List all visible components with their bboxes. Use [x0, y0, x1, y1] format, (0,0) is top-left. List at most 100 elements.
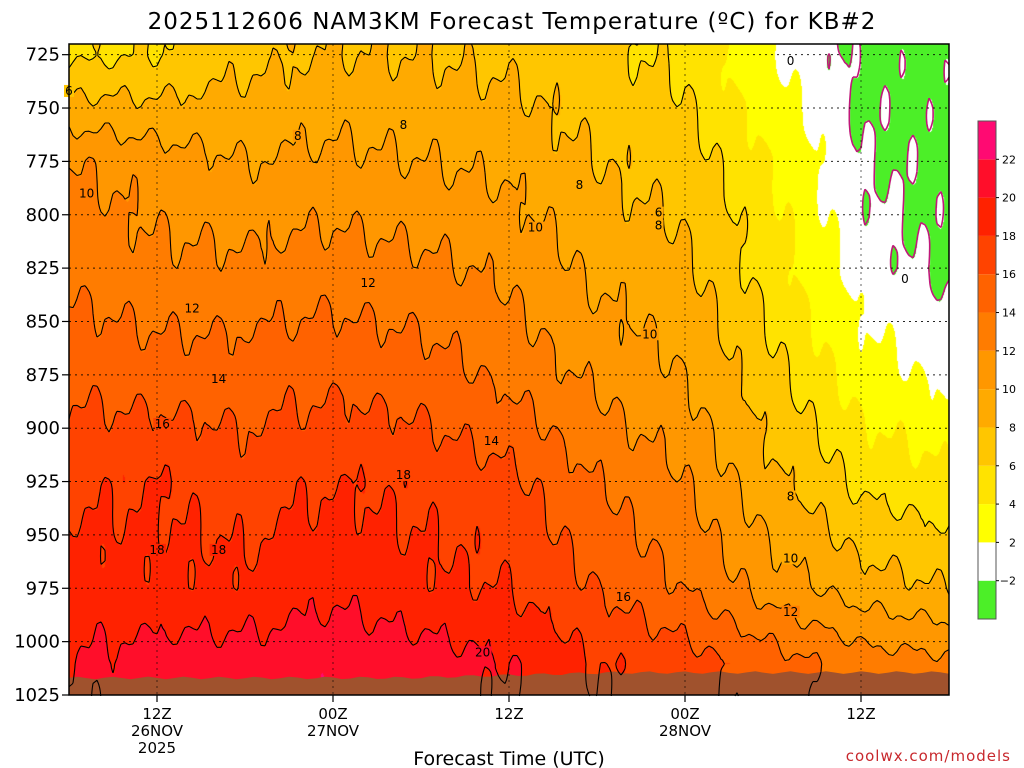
- contour-label: 16: [616, 590, 631, 604]
- contour-label: 14: [211, 372, 226, 386]
- contour-line-20: [68, 594, 523, 697]
- contour-label: 18: [396, 468, 411, 482]
- contour-label: 16: [155, 417, 170, 431]
- colorbar-segment: [978, 350, 996, 390]
- y-tick-label: 900: [26, 418, 60, 439]
- contour-label: 6: [655, 206, 663, 220]
- x-tick-label: 26NOV: [131, 722, 184, 740]
- y-tick-label: 975: [26, 578, 60, 599]
- x-tick-label: 2025: [138, 739, 176, 757]
- colorbar-label: 2: [1009, 536, 1016, 549]
- colorbar-segment: [978, 197, 996, 236]
- colorbar-segment: [978, 504, 996, 543]
- colorbar-segment: [978, 580, 996, 619]
- colorbar-segment: [978, 312, 996, 351]
- contour-label-bg: [574, 178, 585, 191]
- contour-label-bg: [398, 119, 409, 132]
- y-tick-label: 850: [26, 311, 60, 332]
- x-tick-label: 27NOV: [307, 722, 360, 740]
- contour-label: 10: [783, 551, 798, 565]
- colorbar-segment: [978, 159, 996, 198]
- contour-label-bg: [183, 302, 202, 315]
- colorbar-segment: [978, 465, 996, 505]
- contour-label: 14: [484, 434, 499, 448]
- contour-label-bg: [653, 206, 664, 219]
- x-tick-label: 00Z: [670, 705, 699, 723]
- contour-label: 8: [400, 118, 408, 132]
- contour-line-8: [68, 43, 950, 595]
- contour-label: 8: [576, 178, 584, 192]
- colorbar-segment: [978, 427, 996, 466]
- contour-label-bg: [526, 221, 545, 234]
- contour-line-14: [68, 285, 823, 697]
- colorbar: −2 2 4 6 8 10 12 14 16 18 20 22: [977, 120, 1016, 620]
- temperature-contours: [68, 43, 950, 697]
- contour-label: 12: [783, 605, 798, 619]
- ground-surface: [69, 671, 949, 695]
- contour-line-10: [68, 119, 950, 626]
- contour-label-bg: [640, 328, 659, 341]
- y-tick-label: 1000: [14, 632, 60, 653]
- colorbar-label: 16: [1002, 268, 1016, 281]
- contour-label: 8: [655, 218, 663, 232]
- contour-label-bg: [292, 129, 303, 142]
- contour-label: 0: [787, 54, 795, 68]
- contour-line-18: [68, 463, 627, 697]
- colorbar-label: 4: [1009, 498, 1016, 511]
- colorbar-label: 20: [1002, 192, 1016, 205]
- grid-lines: [69, 44, 949, 695]
- colorbar-label: 12: [1002, 345, 1016, 358]
- y-axis-ticks: 725 750 775 800 825 850 875 900 925 950 975 1000 102…: [14, 45, 69, 706]
- x-tick-label: 12Z: [846, 705, 875, 723]
- contour-line-12: [68, 156, 950, 663]
- contour-label-bg: [614, 590, 633, 603]
- contour-label-bg: [394, 469, 413, 482]
- ground-fill: [69, 671, 949, 695]
- contour-label: 12: [185, 302, 200, 316]
- y-tick-label: 775: [26, 151, 60, 172]
- colorbar-frame: [977, 120, 997, 620]
- colorbar-segment: [978, 235, 996, 275]
- x-axis-label: Forecast Time (UTC): [413, 748, 604, 768]
- colorbar-label: 22: [1002, 153, 1016, 166]
- contour-label-bg: [653, 219, 664, 232]
- contour-label-bg: [482, 435, 501, 448]
- y-tick-label: 800: [26, 205, 60, 226]
- contour-label-bg: [77, 187, 96, 200]
- colorbar-label: −2: [1000, 575, 1016, 588]
- x-tick-label: 12Z: [142, 705, 171, 723]
- credit-text: coolwx.com/models: [846, 747, 1011, 765]
- colorbar-label: 6: [1009, 460, 1016, 473]
- contour-label-bg: [785, 490, 796, 503]
- contour-label: 8: [294, 129, 302, 143]
- colorbar-label: 18: [1002, 230, 1016, 243]
- colorbar-segment: [978, 274, 996, 313]
- contour-label: 8: [787, 489, 795, 503]
- contour-label: 10: [642, 327, 657, 341]
- y-tick-label: 1025: [14, 685, 60, 706]
- contour-label-bg: [209, 543, 228, 556]
- colorbar-segment: [978, 389, 996, 428]
- contour-label: 0: [901, 272, 909, 286]
- contour-label: 20: [475, 645, 490, 659]
- contour-label-bg: [209, 373, 228, 386]
- colorbar-label: 10: [1002, 383, 1016, 396]
- y-tick-label: 875: [26, 365, 60, 386]
- y-tick-label: 725: [26, 45, 60, 66]
- y-tick-label: 950: [26, 525, 60, 546]
- contour-label: 12: [361, 276, 376, 290]
- contour-label-bg: [781, 552, 800, 565]
- x-tick-label: 28NOV: [659, 722, 712, 740]
- contour-label: 10: [79, 186, 94, 200]
- contour-label: 10: [528, 221, 543, 235]
- contour-line-0: [826, 43, 950, 302]
- contour-label-bg: [900, 272, 910, 285]
- colorbar-label: 8: [1009, 421, 1016, 434]
- y-tick-label: 750: [26, 98, 60, 119]
- x-tick-label: 12Z: [494, 705, 523, 723]
- contour-label-bg: [473, 646, 492, 659]
- chart-title: 2025112606 NAM3KM Forecast Temperature (…: [148, 9, 877, 35]
- contour-label-bg: [785, 55, 796, 68]
